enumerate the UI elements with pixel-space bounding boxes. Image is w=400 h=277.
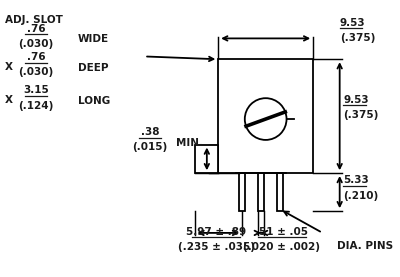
Text: 5.97 ± .89: 5.97 ± .89 bbox=[186, 227, 246, 237]
Text: X: X bbox=[5, 95, 13, 105]
Bar bbox=[239, 173, 245, 211]
Text: (.124): (.124) bbox=[18, 101, 54, 111]
Text: (.015): (.015) bbox=[132, 142, 168, 152]
Text: 9.53: 9.53 bbox=[340, 18, 365, 28]
Text: 3.15: 3.15 bbox=[23, 85, 49, 95]
Circle shape bbox=[245, 98, 286, 140]
Text: 5.33: 5.33 bbox=[344, 175, 369, 186]
Bar bbox=[277, 173, 283, 211]
Text: LONG: LONG bbox=[78, 96, 110, 106]
Text: MIN.: MIN. bbox=[176, 138, 202, 148]
Text: (.020 ± .002): (.020 ± .002) bbox=[243, 242, 320, 252]
Text: .38: .38 bbox=[141, 127, 159, 137]
Bar bbox=[258, 173, 264, 211]
Text: WIDE: WIDE bbox=[78, 34, 109, 44]
Text: (.235 ± .035): (.235 ± .035) bbox=[178, 242, 255, 252]
Text: (.375): (.375) bbox=[344, 110, 379, 120]
Bar bbox=[194, 145, 218, 173]
Text: (.210): (.210) bbox=[344, 191, 379, 201]
Text: .76: .76 bbox=[27, 24, 45, 34]
Text: ADJ. SLOT: ADJ. SLOT bbox=[5, 15, 63, 25]
Text: X: X bbox=[5, 62, 13, 72]
Text: .76: .76 bbox=[27, 52, 45, 62]
Text: (.030): (.030) bbox=[18, 67, 54, 77]
Text: 9.53: 9.53 bbox=[344, 95, 369, 105]
Text: (.375): (.375) bbox=[340, 33, 375, 43]
Text: DIA. PINS: DIA. PINS bbox=[337, 241, 393, 251]
Bar bbox=[218, 59, 313, 173]
Text: DEEP: DEEP bbox=[78, 63, 108, 73]
Text: (.030): (.030) bbox=[18, 39, 54, 49]
Text: .51 ± .05: .51 ± .05 bbox=[255, 227, 308, 237]
